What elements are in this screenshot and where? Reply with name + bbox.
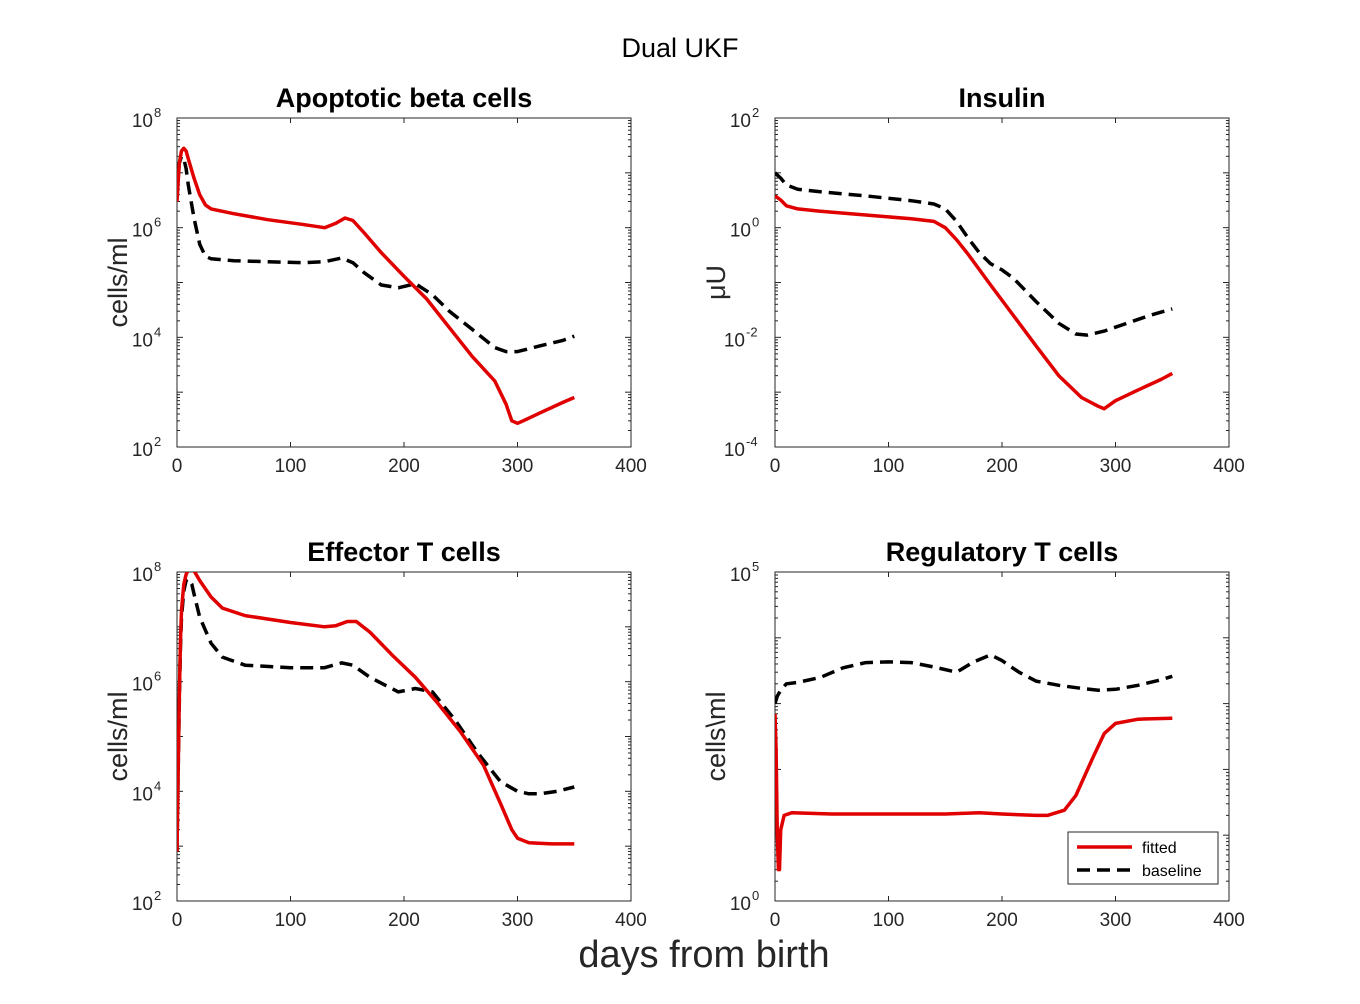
series-line-baseline — [775, 653, 1173, 705]
minor-ticks — [775, 120, 1229, 448]
y-tick-exponent: 4 — [154, 778, 161, 793]
x-tick-label: 400 — [615, 456, 647, 477]
y-tick-label: 10 — [132, 440, 153, 461]
y-tick-exponent: -2 — [746, 324, 758, 339]
x-tick-label: 300 — [1100, 910, 1132, 931]
series-line-fitted — [177, 146, 575, 426]
y-tick-label: 10 — [730, 111, 751, 132]
x-tick-label: 400 — [615, 910, 647, 931]
y-tick-label: 10 — [730, 894, 751, 915]
y-tick-exponent: 5 — [752, 559, 759, 574]
series-line-baseline — [177, 577, 575, 852]
x-tick-label: 400 — [1213, 910, 1245, 931]
x-tick-label: 100 — [873, 456, 905, 477]
y-tick-exponent: 2 — [752, 105, 759, 120]
x-tick-label: 300 — [1100, 456, 1132, 477]
series-line-fitted — [177, 572, 575, 852]
y-tick-label: 10 — [132, 565, 153, 586]
panel-regulatory-t-cells: Regulatory T cells cells\ml 0 100 200 300 40… — [701, 537, 1245, 931]
y-tick-label: 10 — [132, 784, 153, 805]
x-tick-label: 400 — [1213, 456, 1245, 477]
y-tick-exponent: -4 — [746, 434, 758, 449]
series-line-fitted — [775, 194, 1174, 411]
y-tick-exponent: 4 — [154, 324, 161, 339]
y-axis-label: cells\ml — [701, 691, 731, 781]
y-tick-label: 10 — [132, 894, 153, 915]
x-tick-label: 200 — [986, 910, 1018, 931]
x-tick-label: 100 — [275, 456, 307, 477]
y-tick-exponent: 8 — [154, 105, 161, 120]
panel-effector-t-cells: Effector T cells cells/ml 0 100 200 300 400 1… — [103, 537, 647, 931]
figure-title: Dual UKF — [621, 33, 738, 63]
panel-title: Apoptotic beta cells — [276, 83, 533, 113]
y-tick-label: 10 — [724, 330, 745, 351]
x-tick-label: 200 — [986, 456, 1018, 477]
y-axis-label: μU — [701, 265, 731, 300]
axes-box — [176, 571, 632, 902]
y-tick-exponent: 2 — [154, 434, 161, 449]
shared-x-axis-label: days from birth — [578, 934, 829, 976]
legend-box — [1067, 831, 1219, 885]
y-axis-label: cells/ml — [103, 691, 133, 781]
panel-title: Effector T cells — [307, 537, 501, 567]
x-tick-label: 100 — [275, 910, 307, 931]
x-tick-label: 0 — [770, 456, 781, 477]
x-tick-label: 0 — [172, 910, 183, 931]
y-axis-label: cells/ml — [103, 237, 133, 327]
y-tick-label: 10 — [132, 111, 153, 132]
x-tick-label: 200 — [388, 910, 420, 931]
minor-ticks — [177, 120, 631, 448]
axes-box — [774, 117, 1230, 448]
panel-title: Regulatory T cells — [886, 537, 1119, 567]
y-tick-label: 10 — [730, 221, 751, 242]
panel-apoptotic-beta-cells: Apoptotic beta cells cells/ml 0 100 200 300… — [103, 83, 647, 477]
x-tick-label: 300 — [502, 456, 534, 477]
y-tick-exponent: 6 — [154, 215, 161, 230]
y-tick-exponent: 0 — [752, 215, 759, 230]
series-line-fitted — [775, 713, 1173, 872]
y-tick-label: 10 — [132, 675, 153, 696]
x-tick-label: 100 — [873, 910, 905, 931]
y-tick-label: 10 — [724, 440, 745, 461]
axes-box — [176, 117, 632, 448]
y-tick-label: 10 — [132, 221, 153, 242]
legend: fitted baseline — [1067, 831, 1219, 885]
panel-title: Insulin — [959, 83, 1046, 113]
y-tick-exponent: 8 — [154, 559, 161, 574]
y-tick-exponent: 2 — [154, 888, 161, 903]
legend-label-fitted: fitted — [1142, 840, 1177, 857]
x-tick-label: 0 — [770, 910, 781, 931]
y-tick-label: 10 — [132, 330, 153, 351]
x-tick-label: 0 — [172, 456, 183, 477]
x-tick-label: 300 — [502, 910, 534, 931]
y-tick-exponent: 6 — [154, 669, 161, 684]
legend-label-baseline: baseline — [1142, 863, 1202, 880]
series-line-baseline — [775, 171, 1173, 337]
x-tick-label: 200 — [388, 456, 420, 477]
y-tick-exponent: 0 — [752, 888, 759, 903]
y-tick-label: 10 — [730, 565, 751, 586]
series-line-baseline — [177, 154, 575, 354]
